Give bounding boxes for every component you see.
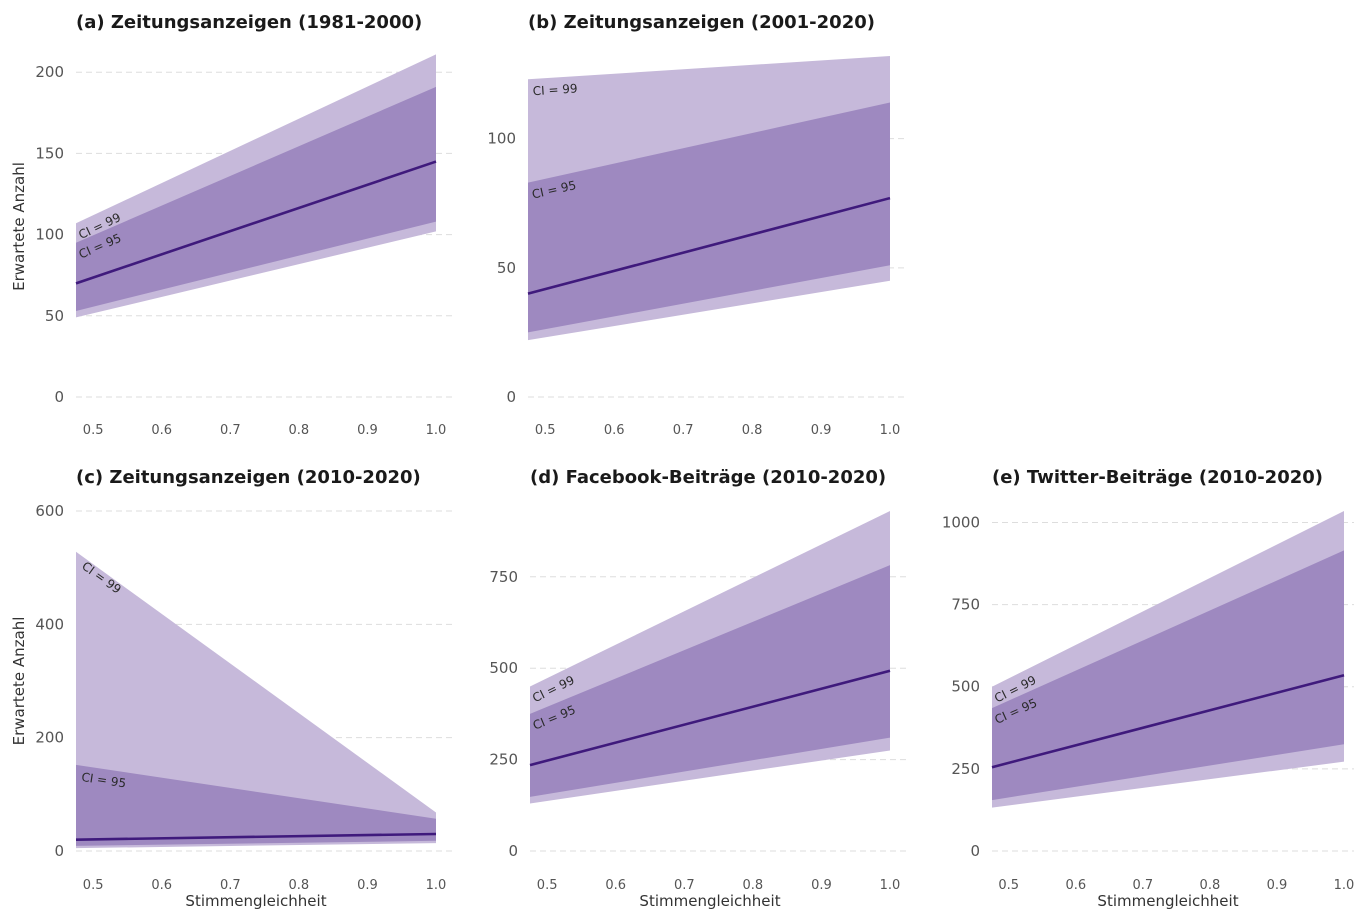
x-tick-label: 0.6 bbox=[1065, 878, 1086, 893]
y-tick-label: 0 bbox=[54, 388, 64, 406]
y-axis-label: Erwartete Anzahl bbox=[10, 162, 28, 291]
x-tick-label: 0.7 bbox=[1133, 878, 1154, 893]
ci95-band bbox=[528, 102, 890, 333]
panel-d: (d) Facebook-Beiträge (2010-2020) 0 250 500… bbox=[489, 467, 908, 909]
panel-b: (b) Zeitungsanzeigen (2001-2020) 0 50 100 0.… bbox=[487, 12, 908, 438]
y-tick-label: 500 bbox=[489, 659, 518, 677]
y-tick-label: 150 bbox=[35, 144, 64, 162]
y-tick-label: 0 bbox=[970, 842, 980, 860]
x-tick-label: 0.6 bbox=[604, 423, 625, 438]
x-tick-label: 0.8 bbox=[742, 423, 763, 438]
x-tick-label: 0.8 bbox=[289, 878, 310, 893]
y-tick-label: 50 bbox=[45, 307, 64, 325]
ci99-label: CI = 99 bbox=[532, 81, 578, 98]
x-tick-label: 0.8 bbox=[289, 423, 310, 438]
x-tick-label: 0.6 bbox=[605, 878, 626, 893]
ci95-label: CI = 95 bbox=[81, 770, 127, 790]
x-axis-label: Stimmengleichheit bbox=[185, 892, 326, 909]
fit-line bbox=[75, 160, 437, 285]
x-tick-label: 0.6 bbox=[151, 423, 172, 438]
x-tick-label: 0.5 bbox=[998, 878, 1019, 893]
ci99-band bbox=[76, 551, 436, 849]
x-tick-label: 0.5 bbox=[537, 878, 558, 893]
x-tick-label: 0.6 bbox=[151, 878, 172, 893]
x-tick-label: 0.7 bbox=[674, 878, 695, 893]
y-tick-label: 750 bbox=[489, 568, 518, 586]
x-tick-label: 0.5 bbox=[535, 423, 556, 438]
y-tick-label: 200 bbox=[35, 729, 64, 747]
panel-c: (c) Zeitungsanzeigen (2010-2020) 0 200 400 6… bbox=[10, 467, 454, 909]
fit-line bbox=[991, 673, 1345, 769]
x-tick-label: 1.0 bbox=[426, 878, 447, 893]
fit-line bbox=[527, 196, 891, 295]
fit-line bbox=[75, 832, 437, 841]
ci95-band bbox=[530, 565, 890, 797]
x-tick-label: 0.7 bbox=[673, 423, 694, 438]
x-tick-label: 0.5 bbox=[83, 423, 104, 438]
x-tick-label: 0.9 bbox=[1267, 878, 1288, 893]
x-tick-label: 1.0 bbox=[880, 878, 901, 893]
x-axis-label: Stimmengleichheit bbox=[639, 892, 780, 909]
y-tick-label: 500 bbox=[951, 678, 980, 696]
y-axis-label: Erwartete Anzahl bbox=[10, 617, 28, 746]
x-axis-label: Stimmengleichheit bbox=[1097, 892, 1238, 909]
panel-title: (b) Zeitungsanzeigen (2001-2020) bbox=[528, 12, 875, 33]
panel-title: (c) Zeitungsanzeigen (2010-2020) bbox=[76, 467, 421, 488]
fit-line bbox=[529, 669, 891, 767]
y-tick-label: 600 bbox=[35, 502, 64, 520]
x-tick-label: 0.7 bbox=[220, 878, 241, 893]
y-tick-label: 250 bbox=[489, 751, 518, 769]
x-tick-label: 0.9 bbox=[357, 878, 378, 893]
y-tick-label: 50 bbox=[497, 259, 516, 277]
panel-title: (d) Facebook-Beiträge (2010-2020) bbox=[530, 467, 886, 488]
x-tick-label: 1.0 bbox=[426, 423, 447, 438]
y-tick-label: 100 bbox=[35, 226, 64, 244]
x-tick-label: 0.8 bbox=[743, 878, 764, 893]
x-tick-label: 0.9 bbox=[811, 423, 832, 438]
y-tick-label: 200 bbox=[35, 63, 64, 81]
panel-a: (a) Zeitungsanzeigen (1981-2000) 0 50 100 15… bbox=[10, 12, 454, 438]
ci95-band bbox=[992, 550, 1344, 801]
x-tick-label: 0.7 bbox=[220, 423, 241, 438]
y-tick-label: 400 bbox=[35, 615, 64, 633]
x-tick-label: 0.9 bbox=[811, 878, 832, 893]
x-tick-label: 0.9 bbox=[357, 423, 378, 438]
y-tick-label: 750 bbox=[951, 596, 980, 614]
panel-title: (e) Twitter-Beiträge (2010-2020) bbox=[992, 467, 1323, 488]
panel-e: (e) Twitter-Beiträge (2010-2020) 0 250 500 7… bbox=[942, 467, 1354, 909]
panel-title: (a) Zeitungsanzeigen (1981-2000) bbox=[76, 12, 422, 33]
y-tick-label: 100 bbox=[487, 130, 516, 148]
y-tick-label: 0 bbox=[508, 842, 518, 860]
x-tick-label: 0.8 bbox=[1200, 878, 1221, 893]
x-tick-label: 0.5 bbox=[83, 878, 104, 893]
y-tick-label: 1000 bbox=[942, 513, 980, 531]
y-tick-label: 250 bbox=[951, 760, 980, 778]
x-tick-label: 1.0 bbox=[880, 423, 901, 438]
y-tick-label: 0 bbox=[54, 842, 64, 860]
ci95-band bbox=[76, 86, 436, 311]
y-tick-label: 0 bbox=[506, 388, 516, 406]
x-tick-label: 1.0 bbox=[1334, 878, 1354, 893]
ci95-band bbox=[76, 764, 436, 846]
